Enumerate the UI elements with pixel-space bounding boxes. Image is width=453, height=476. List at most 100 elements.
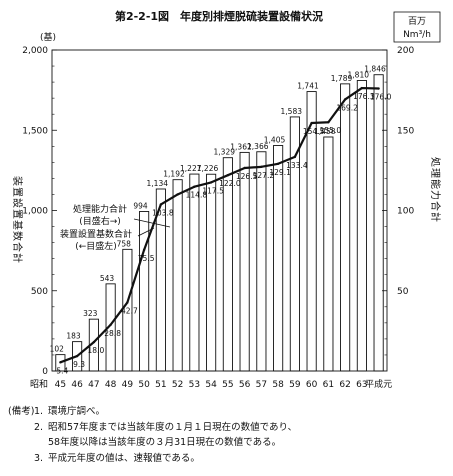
left-axis-tick-label: 2,000 [22, 46, 48, 56]
line-point [159, 203, 163, 206]
x-axis-tick-label: 60 [306, 380, 318, 390]
note-text: 平成元年度の値は、速報値である。 [48, 453, 200, 464]
x-axis-tick-label: 49 [122, 380, 134, 390]
bar [189, 173, 200, 372]
bar-value-label: 1,405 [264, 135, 286, 144]
line-point [109, 323, 112, 326]
bar [256, 151, 267, 372]
line-series: 5.49.318.028.842.775.5103.8114.8117.5122… [56, 86, 392, 375]
line-point [193, 185, 196, 188]
bar-value-label: 1,366 [247, 142, 269, 151]
bar-value-label: 1,329 [214, 148, 236, 157]
x-axis-tick-label: 51 [155, 380, 166, 390]
right-axis-unit-box [393, 11, 441, 43]
line-series-annotation: 処理能力合計 (目盛右→) [73, 203, 171, 228]
right-axis-unit-line1: 百万 [408, 16, 426, 27]
line-value-label: 75.5 [138, 254, 155, 263]
line-value-label: 103.8 [152, 208, 174, 217]
line-value-label: 133.4 [286, 161, 308, 170]
bar-value-label: 1,846 [364, 65, 386, 74]
notes-label: (備考) [8, 406, 35, 417]
line-value-label: 42.7 [121, 306, 138, 315]
x-axis-tick-label: 61 [323, 380, 334, 390]
note-text: 環境庁調べ。 [48, 406, 106, 417]
x-axis-tick-label: 58 [272, 380, 284, 390]
x-axis-tick-label: 59 [289, 380, 301, 390]
line-point [142, 248, 146, 252]
line-value-label: 176.0 [370, 93, 392, 102]
right-axis-unit-line2: Nm³/h [403, 30, 431, 40]
note-item: 1. 環境庁調べ。 [34, 404, 105, 419]
bar [139, 211, 150, 372]
x-axis-tick-label: 63 [356, 380, 367, 390]
x-axis-tick-label: 48 [105, 380, 117, 390]
bar-value-label: 1,458 [314, 127, 336, 136]
left-axis-tick-label: 1,500 [22, 126, 48, 136]
line-value-label: 155.0 [320, 126, 342, 135]
bar-series-annotation-leader [137, 227, 155, 237]
bar [239, 151, 250, 372]
line-value-label: 169.2 [336, 103, 358, 112]
bar-value-label: 1,226 [197, 164, 219, 173]
line-point [260, 165, 263, 169]
left-axis-label: 装置設置基数合計 [11, 176, 24, 264]
line-point [293, 155, 297, 159]
line-point [92, 340, 96, 344]
right-axis-tick-label: 200 [397, 46, 414, 56]
note-item: 2. 昭和57年度までは当該年度の１月１日現在の数値であり、 [34, 420, 297, 435]
line-value-label: 18.0 [88, 346, 105, 355]
note-text: 58年度以降は当該年度の３月31日現在の数値である。 [48, 437, 282, 448]
right-axis-tick-label: 100 [397, 207, 414, 217]
bar-value-label: 183 [66, 332, 81, 341]
line-point [276, 162, 280, 165]
line-value-label: 114.8 [186, 191, 208, 200]
line-point [209, 181, 213, 184]
note-item: 58年度以降は当該年度の３月31日現在の数値である。 [34, 435, 281, 450]
bar-value-label: 1,134 [147, 179, 169, 188]
bar-value-label: 994 [133, 201, 148, 210]
bar [373, 74, 384, 372]
bar-value-label: 1,583 [281, 107, 303, 116]
x-axis-tick-label: 46 [71, 380, 83, 390]
line-series-annotation-note: (目盛右→) [79, 215, 121, 227]
x-axis-tick-label: 50 [138, 380, 150, 390]
x-axis-tick-label: 52 [172, 380, 183, 390]
x-axis-tick-label: 平成元 [365, 378, 392, 390]
x-axis-tick-label: 45 [55, 380, 66, 390]
left-axis-tick-label: 500 [31, 287, 48, 297]
bar-series-annotation-note: (←目盛左) [75, 240, 117, 252]
line-point [59, 361, 62, 364]
bar-value-label: 1,741 [297, 82, 319, 91]
line-value-label: 9.3 [73, 360, 85, 369]
bar [340, 83, 351, 372]
x-axis-tick-label: 56 [239, 380, 251, 390]
line-value-label: 28.8 [104, 329, 121, 338]
bar [206, 173, 217, 372]
bar [273, 145, 284, 372]
right-axis-tick-label: 150 [397, 126, 414, 136]
x-axis-tick-label: 55 [222, 380, 233, 390]
x-axis-tick-label: 53 [189, 380, 200, 390]
bar-series-annotation: 装置設置基数合計 (←目盛左) [60, 227, 155, 252]
bar [323, 136, 334, 372]
line-value-label: 127.2 [253, 171, 275, 180]
line-point [343, 98, 347, 101]
bar-value-label: 1,192 [163, 170, 185, 179]
line-point [377, 87, 380, 90]
line-series-path [59, 86, 379, 364]
x-axis-tick-label: 57 [256, 380, 267, 390]
line-series-annotation-leader [133, 218, 171, 228]
left-axis-tick-label: 1,000 [22, 207, 48, 217]
left-axis-tick-label: 0 [42, 367, 48, 377]
line-value-label: 122.0 [219, 179, 241, 188]
line-value-label: 129.1 [269, 168, 291, 177]
note-number: 3. [34, 453, 44, 464]
bar [172, 179, 183, 372]
bar [356, 80, 367, 372]
x-axis-tick-label: 47 [88, 380, 99, 390]
left-axis-unit: (基) [40, 31, 56, 43]
bar-value-label: 323 [83, 309, 98, 318]
x-axis-tick-label: 62 [339, 380, 350, 390]
line-point [243, 166, 246, 170]
line-series-annotation-name: 処理能力合計 [73, 203, 127, 215]
